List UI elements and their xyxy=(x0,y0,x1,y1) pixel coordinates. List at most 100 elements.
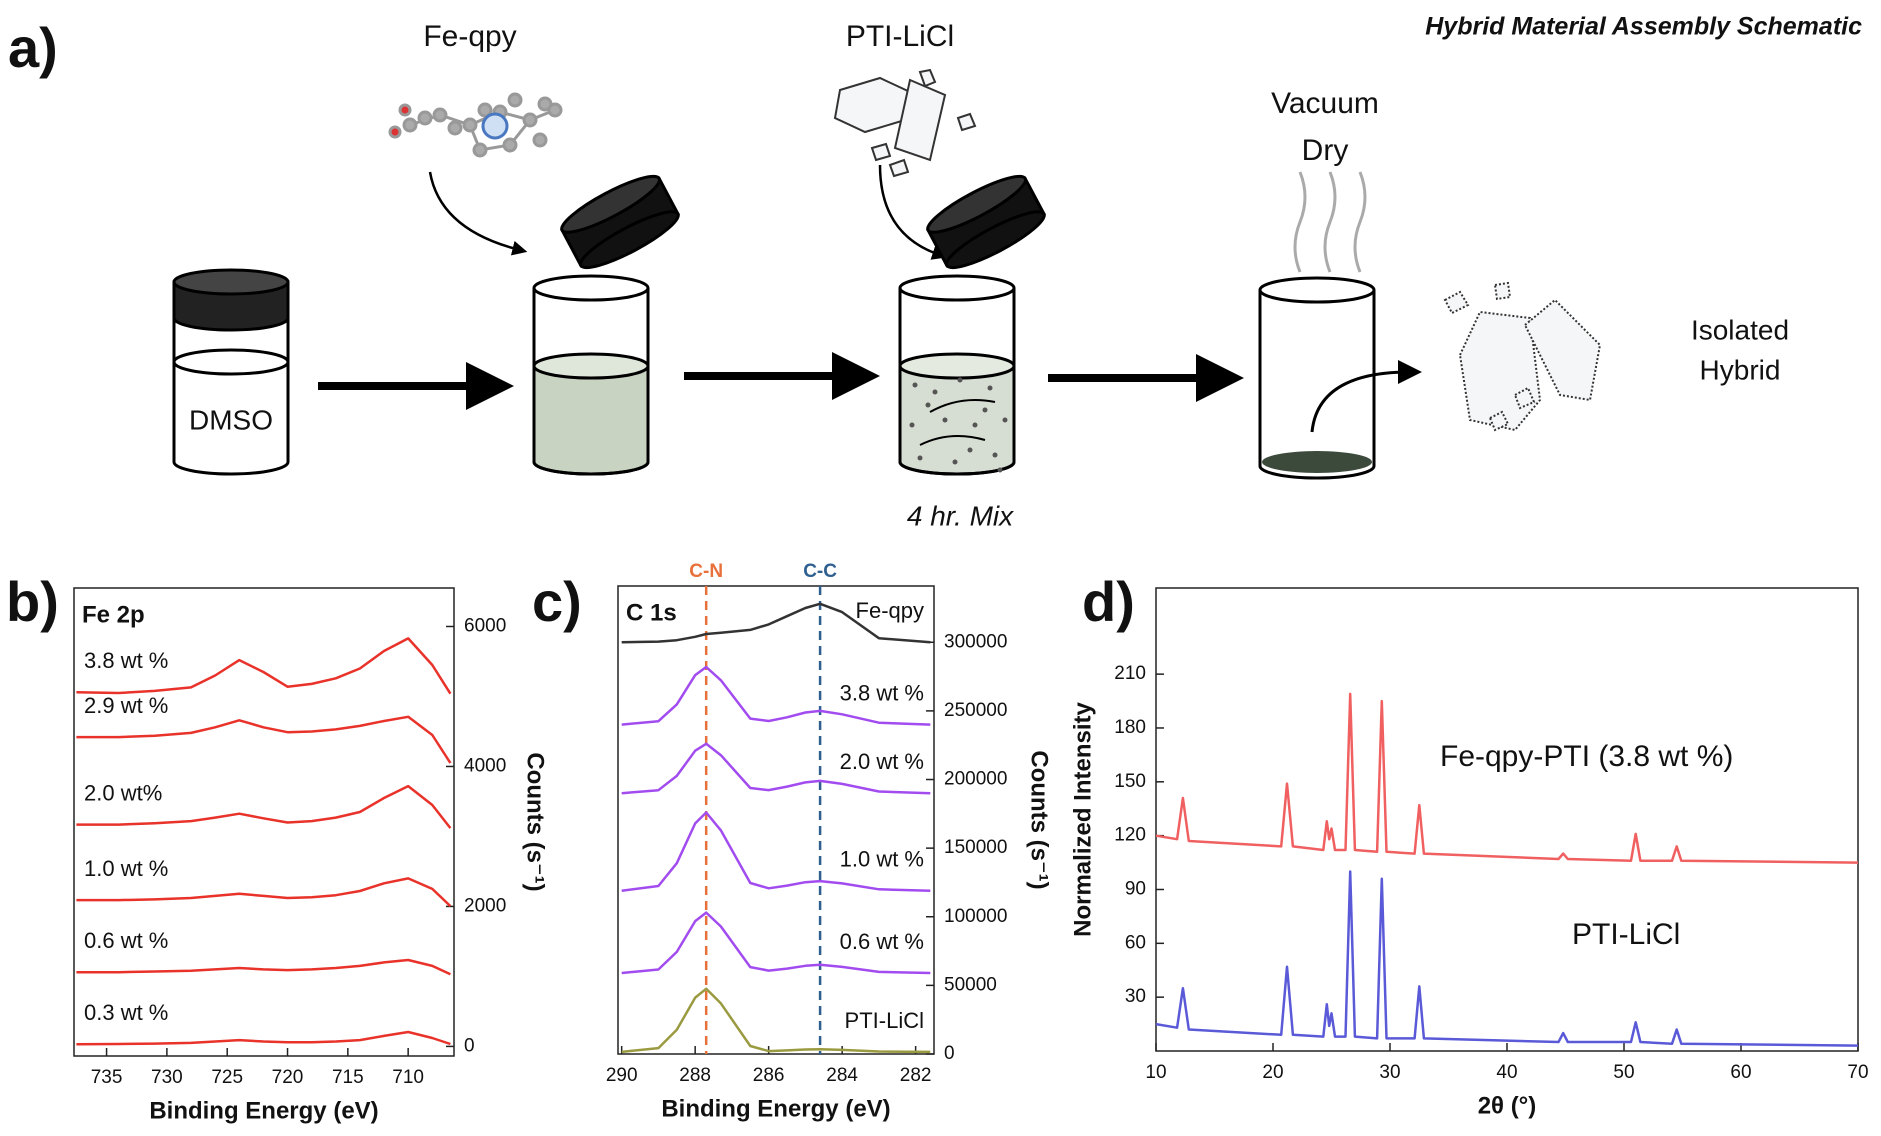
x-tick-label: 284 xyxy=(826,1065,858,1086)
x-tick-label: 710 xyxy=(392,1067,424,1088)
panel-label: b) xyxy=(6,570,59,633)
plot-frame xyxy=(73,587,455,1057)
panel-label: c) xyxy=(532,570,582,633)
series-line xyxy=(76,958,451,976)
x-tick-label: 288 xyxy=(679,1065,711,1086)
y-tick-label: 60 xyxy=(1125,932,1146,953)
x-tick-label: 30 xyxy=(1379,1062,1400,1083)
y-tick-label: 180 xyxy=(1114,717,1146,738)
series-label: Fe-qpy xyxy=(856,598,924,623)
series-line xyxy=(76,637,452,695)
schematic-title: Hybrid Material Assembly Schematic xyxy=(1425,13,1862,41)
series-line xyxy=(621,911,931,975)
series-line xyxy=(76,877,452,908)
series-label: 3.8 wt % xyxy=(84,648,168,673)
series-label: Fe-qpy-PTI (3.8 wt %) xyxy=(1440,740,1733,773)
y-tick-label: 100000 xyxy=(944,906,1007,927)
x-tick-label: 290 xyxy=(606,1065,638,1086)
series-line xyxy=(1155,692,1859,864)
y-tick-label: 120 xyxy=(1114,825,1146,846)
x-tick-label: 715 xyxy=(332,1067,364,1088)
arrow xyxy=(428,171,528,256)
series-label: 1.0 wt % xyxy=(84,856,168,881)
x-tick-label: 286 xyxy=(753,1065,785,1086)
particles xyxy=(909,377,1008,473)
solvent-label: DMSO xyxy=(189,404,273,435)
reagent-label: Fe-qpy xyxy=(423,20,516,53)
y-tick-label: 0 xyxy=(944,1043,955,1064)
y-tick-label: 150 xyxy=(1114,771,1146,792)
series-label: 0.6 wt % xyxy=(840,929,924,954)
x-tick-label: 70 xyxy=(1847,1062,1868,1083)
y-axis-label: Normalized Intensity xyxy=(1069,701,1096,936)
series-line xyxy=(76,715,452,764)
panel-label: d) xyxy=(1082,570,1135,633)
plot-title: Fe 2p xyxy=(82,601,145,628)
series-label: 0.3 wt % xyxy=(84,1000,168,1025)
schematic: a) Hybrid Material Assembly Schematic Fe… xyxy=(8,13,1862,532)
series-line xyxy=(1155,870,1859,1047)
panel-label: a) xyxy=(8,16,58,79)
series-line xyxy=(76,1030,451,1046)
x-tick-label: 730 xyxy=(151,1067,183,1088)
molecule xyxy=(388,92,563,158)
series-line xyxy=(621,742,931,795)
plot-frame xyxy=(617,585,935,1055)
series-label: PTI-LiCl xyxy=(845,1008,924,1033)
drying-label: Vacuum xyxy=(1271,87,1379,120)
crystals xyxy=(1443,281,1602,432)
x-tick-label: 20 xyxy=(1262,1062,1283,1083)
y-tick-label: 30 xyxy=(1125,986,1146,1007)
product-label: Isolated xyxy=(1691,314,1789,345)
y-tick-label: 2000 xyxy=(464,895,506,916)
crystals xyxy=(833,68,977,178)
plot-frame xyxy=(1155,587,1859,1052)
marker-label: C-C xyxy=(803,561,837,582)
y-tick-label: 50000 xyxy=(944,974,997,995)
y-tick-label: 250000 xyxy=(944,700,1007,721)
x-axis-label: Binding Energy (eV) xyxy=(149,1097,378,1124)
series-line xyxy=(76,784,452,829)
y-tick-label: 0 xyxy=(464,1035,475,1056)
series-label: 3.8 wt % xyxy=(840,680,924,705)
x-tick-label: 40 xyxy=(1496,1062,1517,1083)
mix-time: 4 hr. Mix xyxy=(907,500,1014,531)
series-label: 2.9 wt % xyxy=(84,693,168,718)
x-axis-label: 2θ (°) xyxy=(1478,1092,1537,1119)
x-tick-label: 282 xyxy=(900,1065,932,1086)
y-tick-label: 4000 xyxy=(464,755,506,776)
x-tick-label: 60 xyxy=(1730,1062,1751,1083)
vial xyxy=(898,174,1046,476)
vial xyxy=(1258,276,1422,480)
x-tick-label: 725 xyxy=(211,1067,243,1088)
x-axis-label: Binding Energy (eV) xyxy=(661,1095,890,1122)
x-tick-label: 50 xyxy=(1613,1062,1634,1083)
series-label: 2.0 wt % xyxy=(840,749,924,774)
x-tick-label: 10 xyxy=(1145,1062,1166,1083)
reagent-label: PTI-LiCl xyxy=(846,20,954,53)
vial xyxy=(532,174,680,476)
vial xyxy=(172,268,290,476)
series-label: 1.0 wt % xyxy=(840,846,924,871)
series-label: 2.0 wt% xyxy=(84,780,162,805)
y-tick-label: 90 xyxy=(1125,879,1146,900)
x-tick-label: 735 xyxy=(91,1067,123,1088)
series-line xyxy=(621,665,931,726)
y-tick-label: 150000 xyxy=(944,837,1007,858)
drying-label: Dry xyxy=(1302,134,1349,167)
y-tick-label: 200000 xyxy=(944,769,1007,790)
series-line xyxy=(621,602,931,644)
series-line xyxy=(621,811,931,892)
vapor xyxy=(1293,171,1367,273)
y-axis-label: Counts (s⁻¹) xyxy=(1026,750,1053,889)
series-label: PTI-LiCl xyxy=(1572,918,1680,951)
y-axis-label: Counts (s⁻¹) xyxy=(522,752,549,891)
marker-label: C-N xyxy=(689,561,723,582)
product-label: Hybrid xyxy=(1700,354,1781,385)
plot-title: C 1s xyxy=(626,599,677,626)
arrow xyxy=(878,164,948,260)
x-tick-label: 720 xyxy=(272,1067,304,1088)
series-label: 0.6 wt % xyxy=(84,928,168,953)
series-line xyxy=(621,987,931,1054)
